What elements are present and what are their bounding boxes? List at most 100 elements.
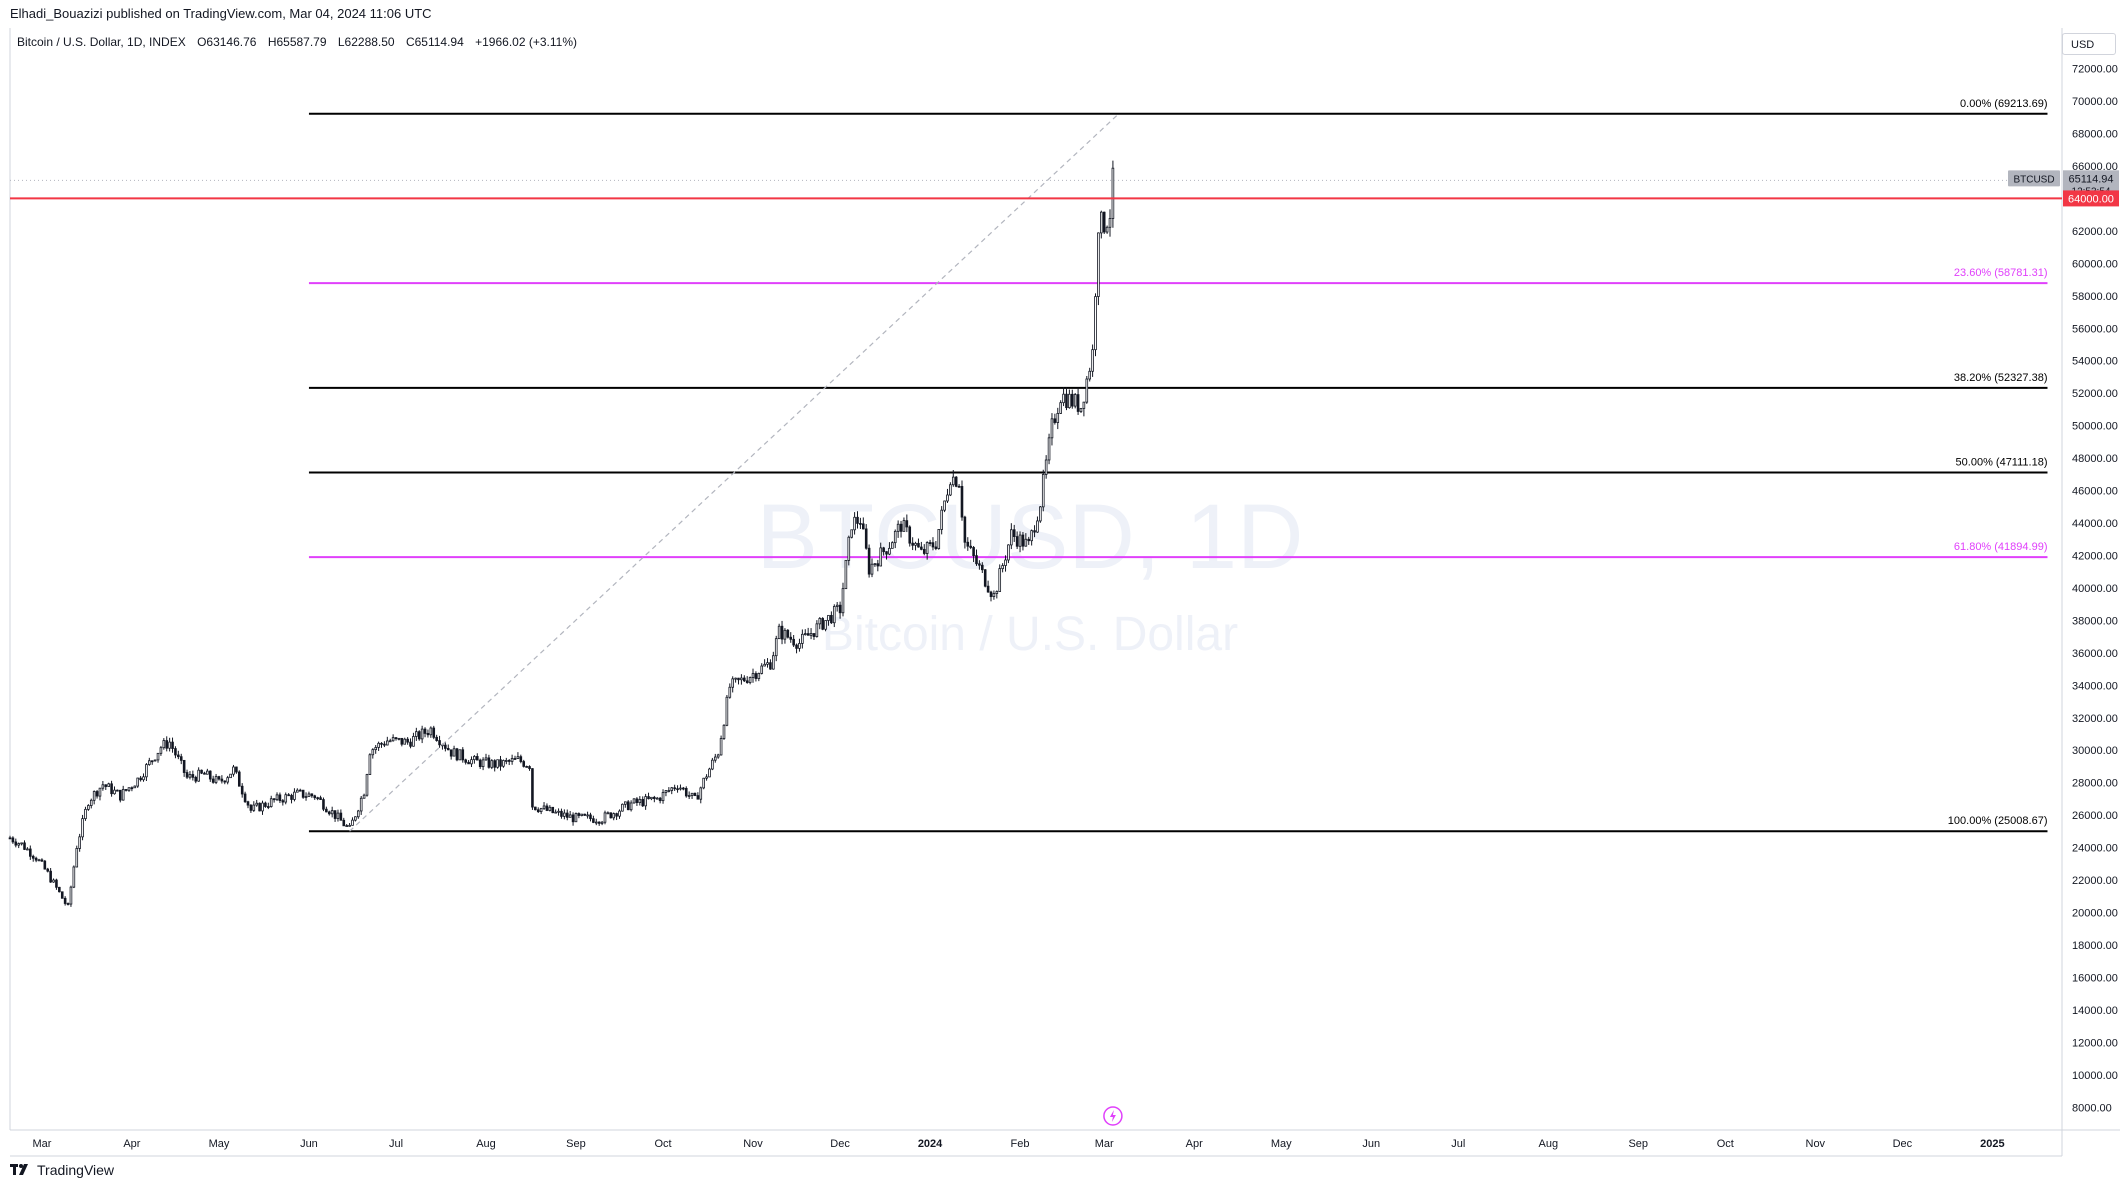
price-tick-label: 8000.00 xyxy=(2072,1102,2112,1114)
candle-body xyxy=(795,644,798,649)
candle-body xyxy=(774,638,778,657)
candle-body xyxy=(394,737,398,740)
time-tick-label: Jun xyxy=(300,1138,318,1150)
candle-body xyxy=(174,748,177,756)
candle-body xyxy=(525,765,528,768)
currency-unit-button[interactable]: USD xyxy=(2062,33,2116,55)
candle-body xyxy=(496,759,499,768)
time-tick-label: Dec xyxy=(830,1138,850,1150)
candle-body xyxy=(510,758,514,762)
candle-body xyxy=(435,736,438,741)
candle-body xyxy=(830,614,833,624)
candle-body xyxy=(258,802,261,812)
candle-body xyxy=(760,665,764,674)
time-axis[interactable]: Mar Apr May Jun Jul Aug Sep Oct Nov Dec 2024 Feb Mar… xyxy=(32,1138,2004,1150)
candle-body xyxy=(84,808,87,820)
candle-body xyxy=(583,813,586,816)
last-price-text: 65114.94 xyxy=(2068,173,2113,185)
candle-body xyxy=(78,836,81,849)
price-tick-label: 44000.00 xyxy=(2072,518,2118,530)
symbol-name[interactable]: Bitcoin / U.S. Dollar, 1D, INDEX xyxy=(17,35,186,49)
candle-body xyxy=(568,814,572,818)
candle-body xyxy=(731,678,734,688)
candle-body xyxy=(539,807,543,813)
candle-body xyxy=(69,886,73,905)
candle-body xyxy=(444,744,447,749)
candle-body xyxy=(818,618,822,625)
candle-body xyxy=(8,837,12,840)
candle-body xyxy=(522,761,526,767)
time-tick-label: Mar xyxy=(1095,1138,1114,1150)
candle-body xyxy=(319,797,322,800)
candle-body xyxy=(832,606,836,624)
candle-body xyxy=(513,758,517,760)
drawing-overlays[interactable] xyxy=(10,113,2062,832)
candle-body xyxy=(275,794,279,801)
candle-body xyxy=(1001,565,1004,570)
candle-body xyxy=(606,812,610,815)
fibonacci-retracement[interactable]: 0.00% (69213.69) 23.60% (58781.31) 38.20% … xyxy=(308,98,2048,833)
time-tick-label: Oct xyxy=(1717,1138,1734,1150)
candle-body xyxy=(592,818,595,823)
price-chart[interactable]: BTCUSD, 1D Bitcoin / U.S. Dollar 0.00% (… xyxy=(0,0,2128,1160)
event-markers[interactable] xyxy=(1103,1106,1123,1126)
candle-body xyxy=(647,796,650,800)
candle-body xyxy=(870,563,874,575)
candle-body xyxy=(560,810,563,817)
candle-body xyxy=(1111,167,1115,219)
candle-body xyxy=(960,486,964,518)
candle-body xyxy=(1108,218,1112,228)
candle-body xyxy=(142,776,145,781)
candle-body xyxy=(420,728,424,740)
candle-body xyxy=(922,548,926,554)
candle-body xyxy=(1102,211,1106,233)
candle-body xyxy=(397,737,401,740)
candle-body xyxy=(864,528,868,549)
candle-body xyxy=(995,591,999,594)
candle-body xyxy=(954,476,958,487)
time-tick-label: Nov xyxy=(1806,1138,1826,1150)
candle-body xyxy=(290,794,293,800)
candle-body xyxy=(301,789,305,798)
candle-body xyxy=(528,766,531,770)
candle-body xyxy=(400,737,404,745)
candle-body xyxy=(624,801,627,805)
candle-body xyxy=(635,798,639,803)
candle-body xyxy=(1059,402,1062,414)
candle-body xyxy=(237,771,241,787)
time-tick-label: May xyxy=(209,1138,230,1150)
candle-body xyxy=(777,625,781,640)
price-tick-label: 18000.00 xyxy=(2072,940,2118,952)
candle-body xyxy=(1050,418,1054,439)
candle-body xyxy=(937,529,941,549)
candle-body xyxy=(322,799,325,810)
candle-body xyxy=(403,738,407,745)
candle-body xyxy=(455,748,459,761)
candle-body xyxy=(981,564,984,571)
candle-body xyxy=(792,638,795,646)
candle-body xyxy=(580,813,584,816)
candle-body xyxy=(139,777,142,781)
time-tick-label: Dec xyxy=(1893,1138,1913,1150)
time-tick-label: 2024 xyxy=(918,1138,943,1150)
candle-body xyxy=(975,555,978,565)
candle-body xyxy=(165,740,169,749)
candle-body xyxy=(626,801,630,811)
chart-frame xyxy=(9,28,2120,1157)
candle-body xyxy=(362,794,366,799)
price-tick-label: 58000.00 xyxy=(2072,291,2118,303)
candle-body xyxy=(226,777,229,783)
fib-level-label: 0.00% (69213.69) xyxy=(1960,98,2047,110)
candle-body xyxy=(359,797,363,812)
candle-body xyxy=(107,783,110,787)
candle-body xyxy=(696,795,700,800)
price-axis[interactable]: 8000.00 10000.00 12000.00 14000.00 16000.00 1… xyxy=(2008,64,2119,1115)
candle-body xyxy=(551,806,555,814)
candle-body xyxy=(43,860,47,870)
candle-body xyxy=(769,662,772,670)
candle-body xyxy=(600,821,604,824)
tradingview-logo-icon xyxy=(10,1164,28,1175)
candle-body xyxy=(1062,393,1065,404)
candle-body xyxy=(783,629,787,640)
candle-body xyxy=(130,787,134,790)
